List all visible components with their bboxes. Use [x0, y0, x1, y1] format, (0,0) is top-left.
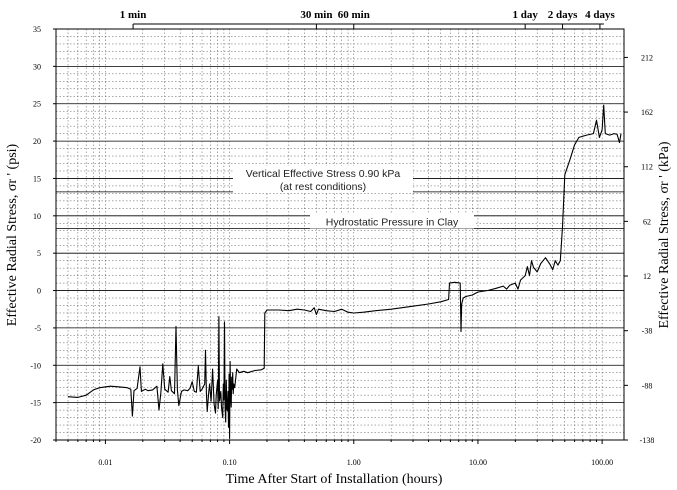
plot-frame — [55, 28, 625, 441]
reference-label-bg — [310, 214, 474, 229]
y2-tick-label: 162 — [641, 108, 653, 117]
y-tick-label: -10 — [30, 361, 41, 370]
y-tick-label: -20 — [30, 436, 41, 445]
y2-tick-label: -38 — [642, 327, 653, 336]
time-marker-label: 1 min — [120, 9, 147, 21]
reference-label-bg — [233, 165, 413, 193]
y2-tick-label: 212 — [641, 53, 653, 62]
y-tick-label: 30 — [33, 62, 41, 71]
y-tick-label: 10 — [33, 212, 41, 221]
time-marker-label: 4 days — [585, 9, 615, 21]
y-tick-label: 5 — [37, 249, 41, 258]
time-markers: 1 min 30 min 60 min 1 day 2 days 4 days — [120, 9, 615, 29]
x-tick-label: 1.00 — [347, 458, 361, 467]
axis-ticks: -20 -15 -10 -5 0 5 10 15 20 25 30 35 212 162 112 62 12 -3… — [30, 25, 654, 467]
time-marker-label: 30 min — [300, 9, 332, 21]
time-marker-label: 1 day — [512, 9, 538, 21]
data-series — [67, 104, 622, 440]
y-tick-label: 35 — [33, 25, 41, 34]
x-tick-label: 0.10 — [223, 458, 237, 467]
reference-label: Hydrostatic Pressure in Clay — [326, 217, 459, 229]
y-tick-label: 25 — [33, 100, 41, 109]
y-tick-label: -15 — [30, 399, 41, 408]
time-marker-label: 2 days — [548, 9, 578, 21]
x-tick-label: 100.00 — [591, 458, 613, 467]
x-tick-label: 10.00 — [469, 458, 487, 467]
y2-tick-label: -138 — [640, 436, 655, 445]
x-tick-label: 0.01 — [98, 458, 112, 467]
y2-axis-title: Effective Radial Stress, σr ' (kPa) — [657, 141, 672, 328]
y-tick-label: -5 — [34, 324, 41, 333]
reference-label: Vertical Effective Stress 0.90 kPa — [246, 168, 401, 180]
x-axis-title: Time After Start of Installation (hours) — [226, 472, 443, 487]
series-line — [67, 104, 622, 440]
y-axis-title: Effective Radial Stress, σr ' (psi) — [5, 143, 20, 326]
y-tick-label: 20 — [33, 137, 41, 146]
y2-tick-label: 62 — [643, 217, 651, 226]
reference-label-sub: (at rest conditions) — [280, 181, 366, 193]
y2-tick-label: -88 — [642, 381, 653, 390]
y-tick-label: 0 — [37, 287, 41, 296]
y2-tick-label: 112 — [641, 163, 653, 172]
reference-lines: Vertical Effective Stress 0.90 kPa(at re… — [56, 165, 624, 229]
y2-tick-label: 12 — [643, 272, 651, 281]
time-marker-label: 60 min — [338, 9, 370, 21]
y-tick-label: 15 — [33, 174, 41, 183]
